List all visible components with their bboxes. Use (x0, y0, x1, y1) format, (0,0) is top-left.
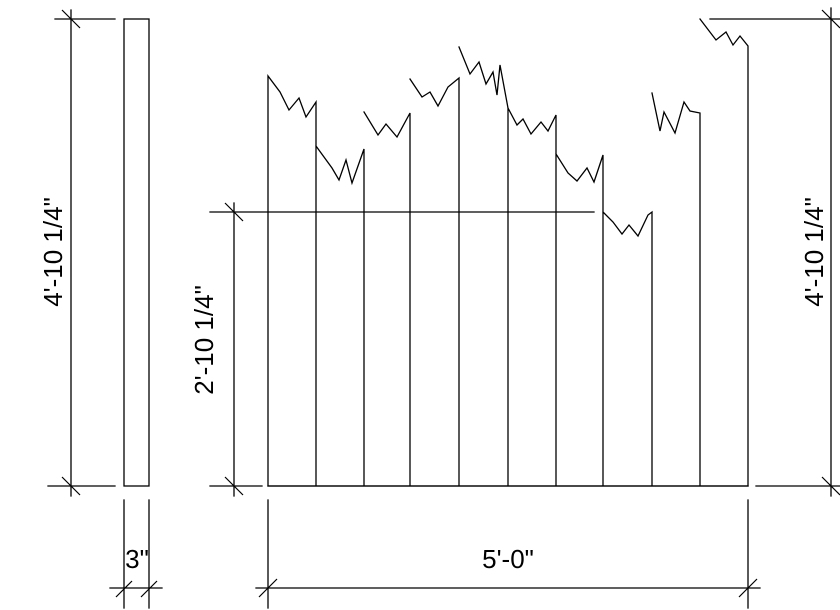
fence-front-view (267, 18, 749, 487)
dimension-tick-top (224, 202, 244, 222)
dimension-tick-bottom (224, 476, 244, 496)
board-profile (123, 18, 150, 487)
dimension-tick-left (258, 578, 278, 598)
dimension-tick-top (61, 9, 81, 29)
right-height-dimension: 4'-10 1/4" (709, 7, 840, 497)
width-label: 5'-0" (482, 544, 534, 574)
fence-outline (267, 18, 749, 487)
width-dimension: 5'-0" (255, 499, 761, 609)
right-height-label: 4'-10 1/4" (799, 197, 829, 307)
thickness-dimension: 3" (109, 499, 163, 609)
mid-height-dimension: 2'-10 1/4" (189, 202, 595, 497)
dimension-tick-top (821, 9, 840, 29)
dimension-tick-left (115, 580, 133, 598)
mid-height-label: 2'-10 1/4" (189, 285, 219, 395)
dimension-tick-right (738, 578, 758, 598)
thickness-label: 3" (125, 544, 149, 574)
dimension-tick-bottom (821, 476, 840, 496)
dimension-tick-right (140, 580, 158, 598)
dimension-tick-bottom (61, 476, 81, 496)
left-height-dimension: 4'-10 1/4" (38, 9, 116, 497)
left-height-label: 4'-10 1/4" (38, 197, 68, 307)
board-side-view (123, 18, 150, 487)
